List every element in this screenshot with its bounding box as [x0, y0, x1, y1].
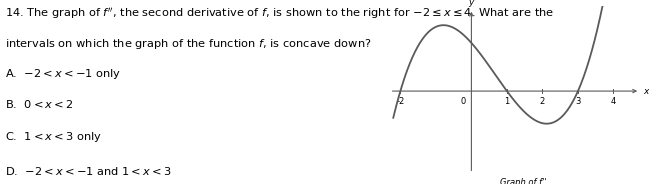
Text: 4: 4 — [611, 97, 616, 106]
Text: D.  $-2 < x < -1$ and $1 < x < 3$: D. $-2 < x < -1$ and $1 < x < 3$ — [5, 165, 171, 177]
Text: 3: 3 — [575, 97, 581, 106]
Text: C.  $1 < x < 3$ only: C. $1 < x < 3$ only — [5, 130, 102, 144]
Text: Graph of f'': Graph of f'' — [500, 178, 546, 184]
Text: intervals on which the graph of the function $f$, is concave down?: intervals on which the graph of the func… — [5, 37, 371, 51]
Text: 1: 1 — [504, 97, 509, 106]
Text: 2: 2 — [540, 97, 545, 106]
Text: -2: -2 — [397, 97, 404, 106]
Text: 0: 0 — [461, 97, 466, 106]
Text: 14. The graph of $f''$, the second derivative of $f$, is shown to the right for : 14. The graph of $f''$, the second deriv… — [5, 6, 554, 21]
Text: B.  $0 < x < 2$: B. $0 < x < 2$ — [5, 98, 73, 110]
Text: A.  $-2 < x < -1$ only: A. $-2 < x < -1$ only — [5, 67, 121, 81]
Text: x: x — [644, 87, 649, 95]
Text: y: y — [469, 0, 474, 7]
